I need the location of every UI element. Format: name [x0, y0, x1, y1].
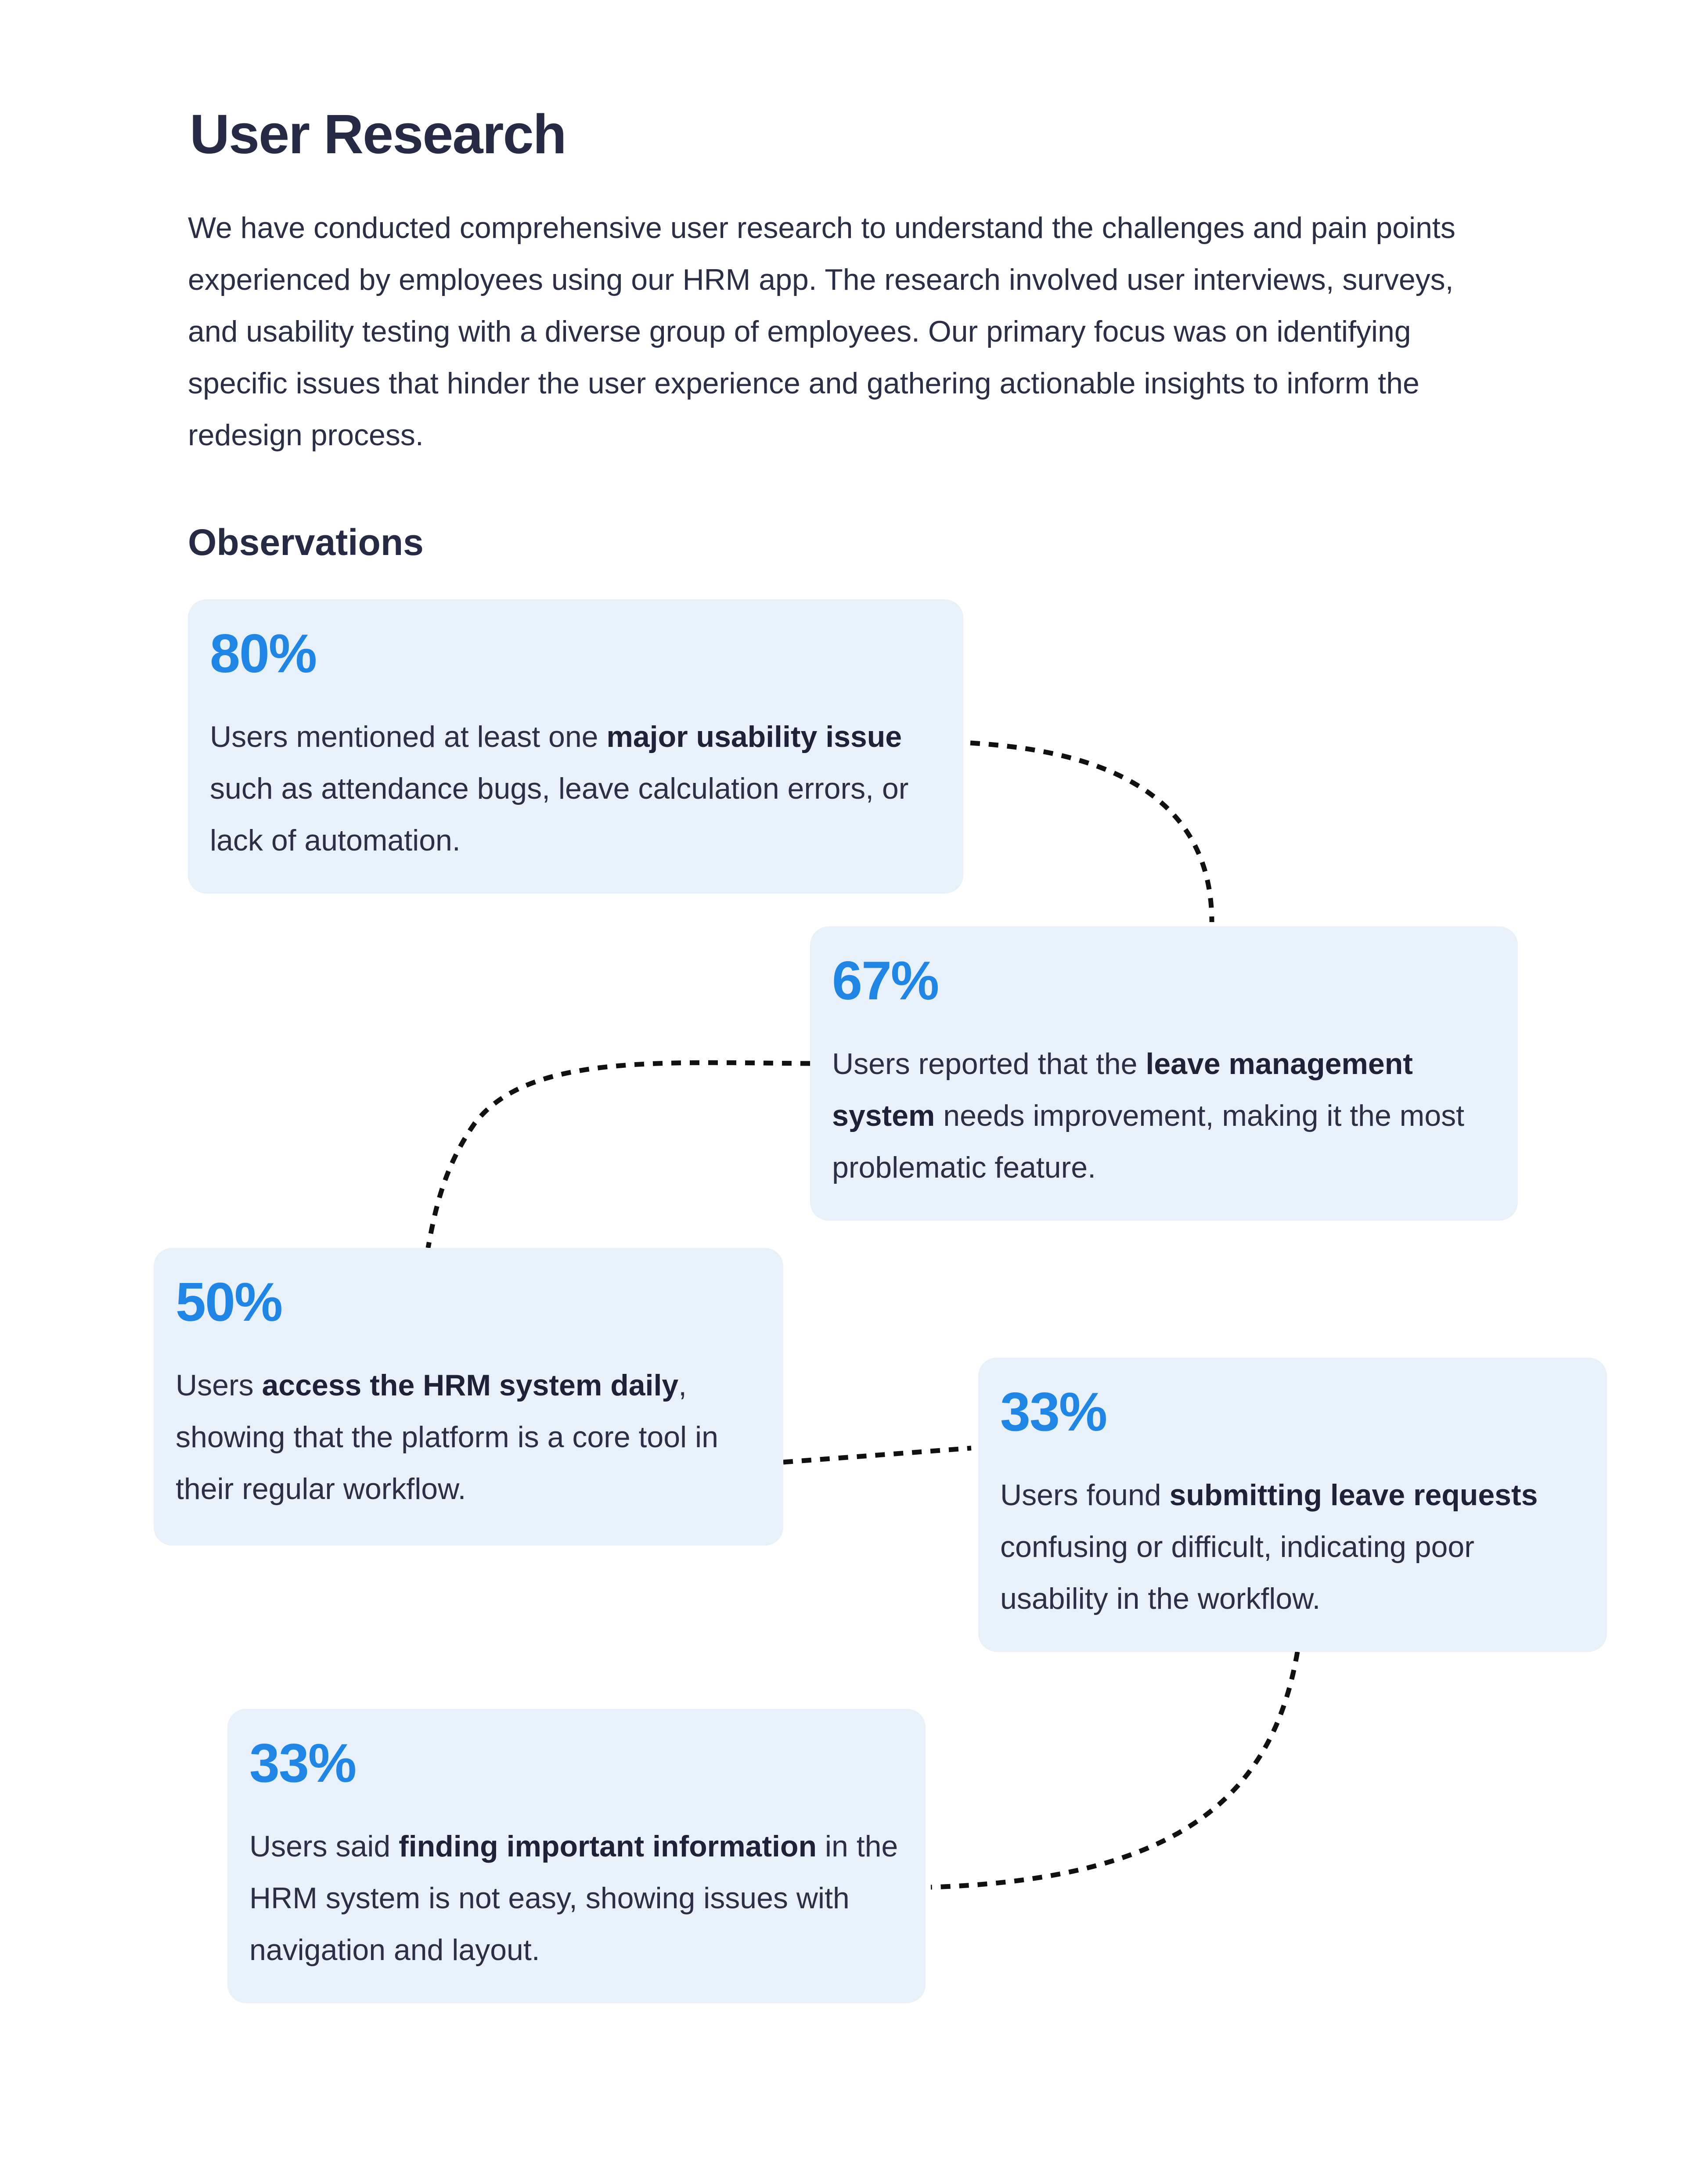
observations-heading: Observations [188, 522, 424, 563]
observation-stat: 67% [832, 951, 939, 1011]
observation-card-2: 67% Users reported that the leave manage… [810, 926, 1518, 1221]
observation-text: Users reported that the leave management… [832, 1047, 1465, 1184]
observation-card-3: 50% Users access the HRM system daily, s… [154, 1248, 783, 1546]
observation-card-1: 80% Users mentioned at least one major u… [188, 599, 963, 894]
observation-stat: 33% [1000, 1382, 1107, 1442]
observation-text: Users said finding important information… [249, 1830, 898, 1967]
page-title: User Research [190, 103, 567, 165]
intro-paragraph: We have conducted comprehensive user res… [188, 211, 1455, 452]
observation-text: Users access the HRM system daily, showi… [176, 1369, 718, 1506]
observation-stat: 33% [249, 1733, 357, 1794]
observation-card-5: 33% Users said finding important informa… [227, 1709, 926, 2003]
connector-2-to-3 [425, 1060, 811, 1248]
observation-stat: 80% [210, 623, 317, 684]
observation-card-4: 33% Users found submitting leave request… [978, 1358, 1607, 1652]
observation-stat: 50% [176, 1272, 283, 1333]
connector-4-to-5 [930, 1651, 1300, 1890]
connector-3-to-4 [783, 1445, 972, 1465]
connector-1-to-2 [970, 740, 1214, 923]
observation-text: Users found submitting leave requests co… [1000, 1478, 1538, 1615]
observation-text: Users mentioned at least one major usabi… [210, 720, 909, 857]
